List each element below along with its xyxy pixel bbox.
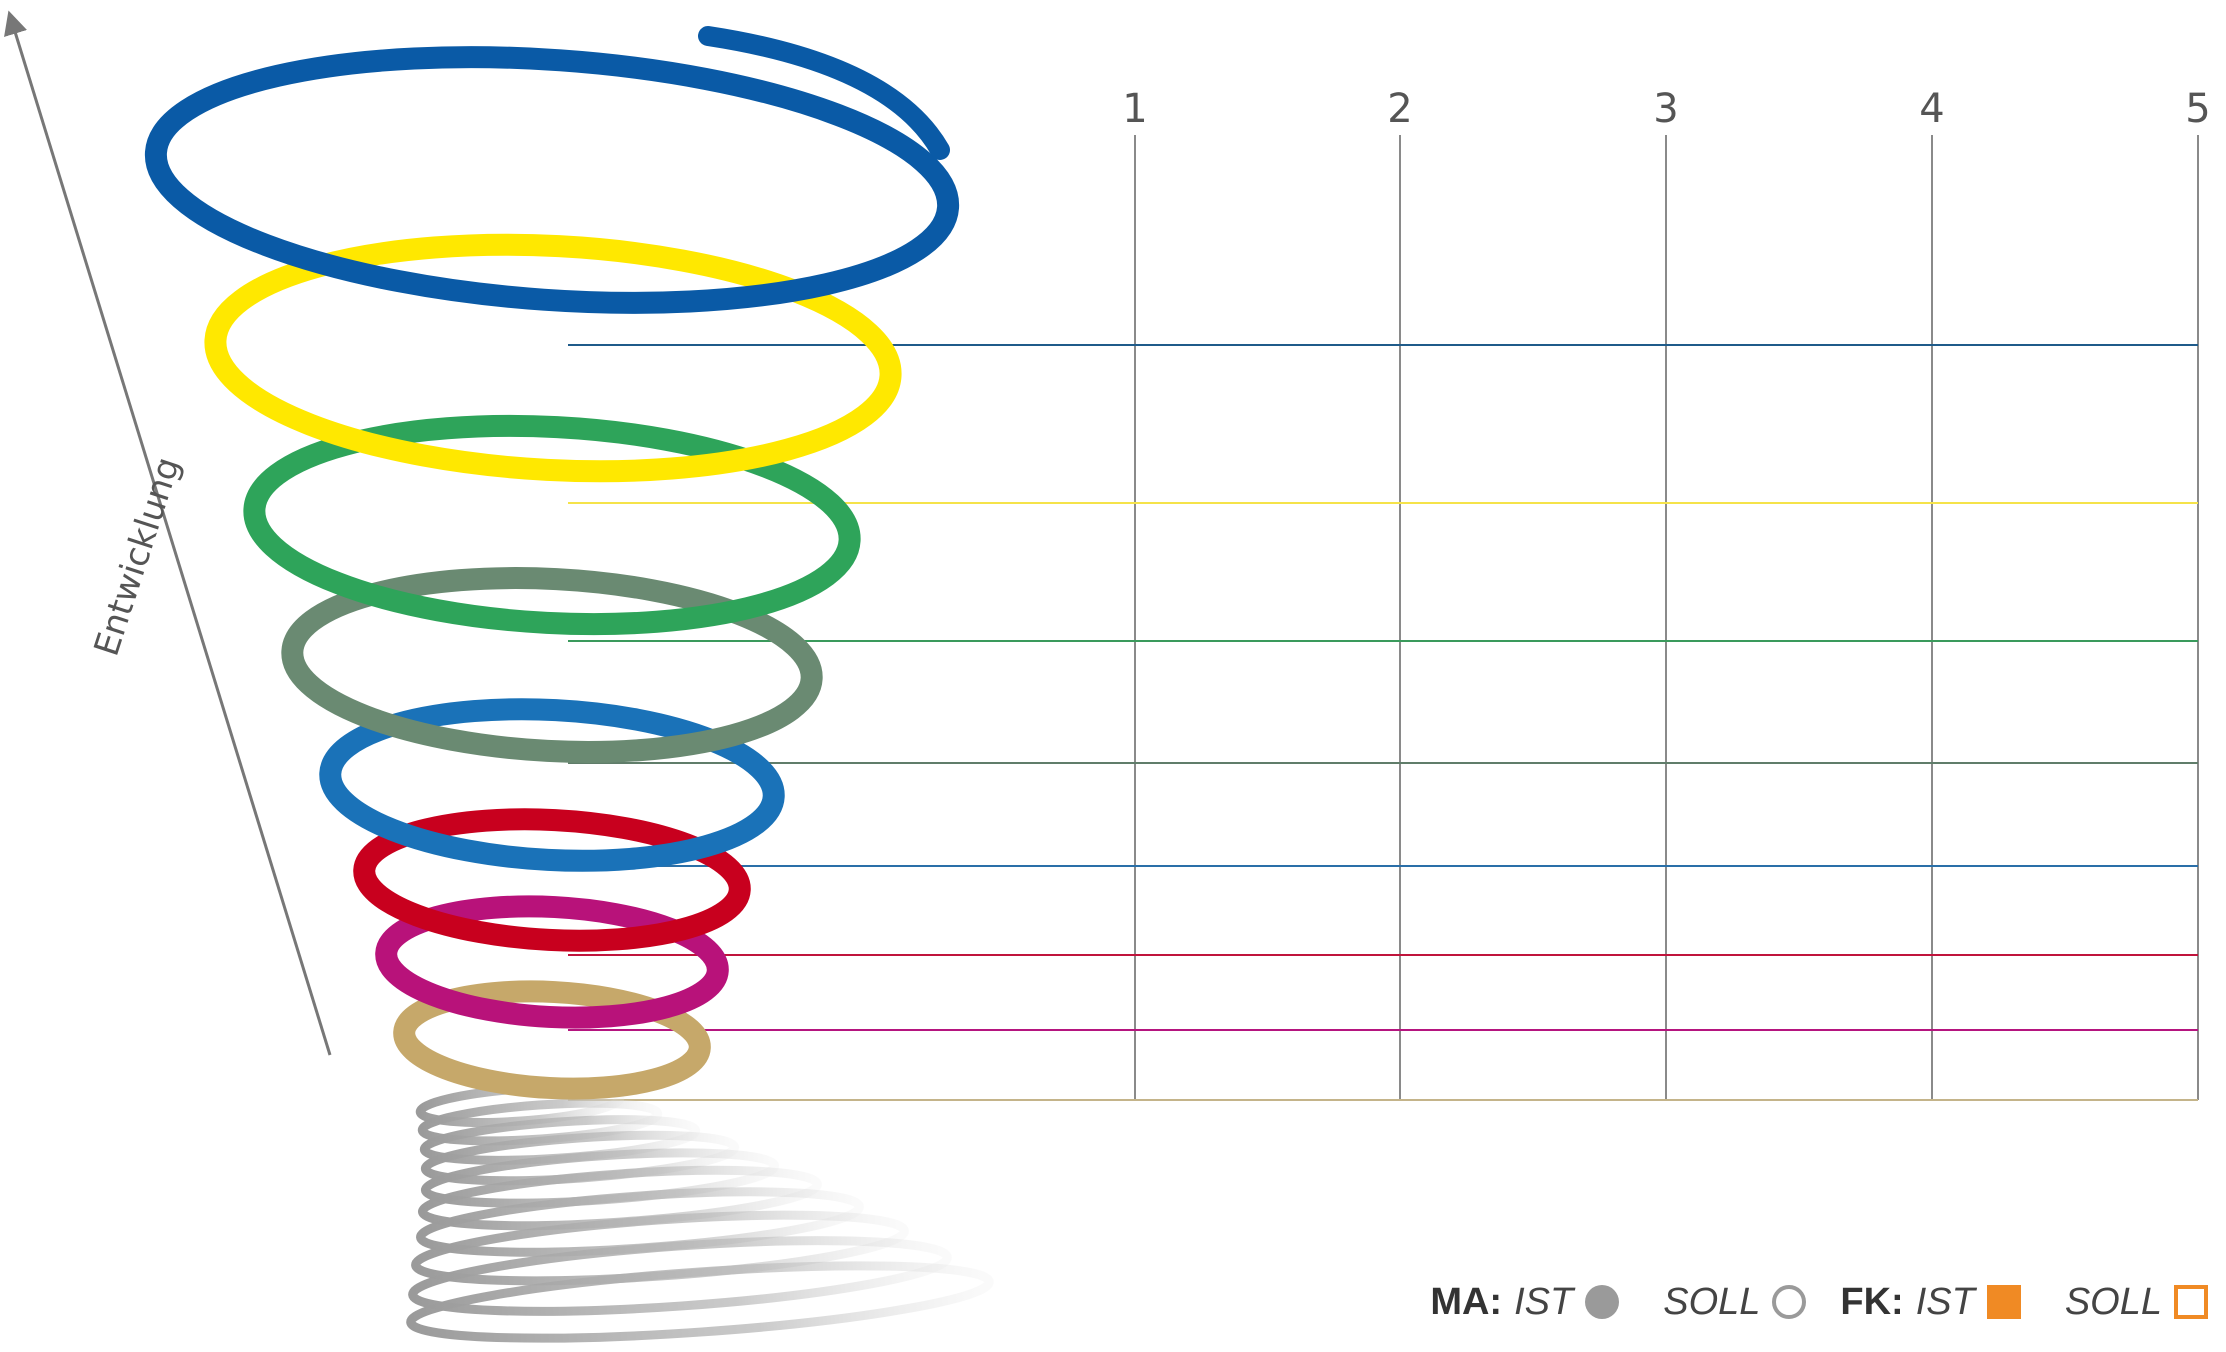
- spiral-coil-6: [353, 808, 751, 952]
- tick-label-2: 2: [1387, 86, 1412, 132]
- development-spiral: [144, 26, 960, 1100]
- development-arrow: [4, 10, 332, 1056]
- spiral-coil-8: [393, 980, 711, 1100]
- spiral-coil-4: [281, 567, 823, 763]
- legend-fk-ist-label: IST: [1915, 1280, 1975, 1323]
- legend-ma-label: MA:: [1430, 1280, 1503, 1323]
- development-axis-label: Entwicklung: [87, 452, 189, 660]
- legend-fk: FK: IST SOLL: [1840, 1281, 2208, 1324]
- tick-label-4: 4: [1919, 86, 1944, 132]
- legend-fk-soll-label: SOLL: [2064, 1280, 2162, 1323]
- spiral-shadow: [406, 1083, 994, 1343]
- legend-fk-label: FK:: [1840, 1280, 1904, 1323]
- ma-ist-filled-circle-icon: [1585, 1285, 1620, 1319]
- scale-ticks: 1 2 3 4 5: [1122, 86, 2210, 132]
- legend-ma-ist-label: IST: [1514, 1280, 1574, 1323]
- spiral-coil-3: [243, 414, 861, 636]
- fk-soll-open-square-icon: [2174, 1285, 2208, 1319]
- ma-soll-open-circle-icon: [1772, 1285, 1807, 1319]
- tick-label-5: 5: [2185, 86, 2210, 132]
- tick-label-3: 3: [1653, 86, 1678, 132]
- spiral-top-tail: [698, 26, 950, 160]
- tick-label-1: 1: [1122, 86, 1147, 132]
- spiral-coil-1: [144, 46, 960, 314]
- spiral-coil-7: [375, 895, 729, 1029]
- spiral-coil-5: [319, 698, 785, 872]
- legend-ma: MA: IST SOLL: [1430, 1280, 1807, 1324]
- spiral-coil-2: [204, 233, 902, 483]
- level-grid: [568, 135, 2199, 1101]
- legend-ma-soll-label: SOLL: [1663, 1280, 1761, 1323]
- shadow-coil-9: [408, 1236, 952, 1316]
- shadow-coil-10: [406, 1261, 994, 1343]
- fk-ist-filled-square-icon: [1986, 1285, 2021, 1319]
- legend: MA: IST SOLL FK: IST SOLL: [1396, 1272, 2208, 1332]
